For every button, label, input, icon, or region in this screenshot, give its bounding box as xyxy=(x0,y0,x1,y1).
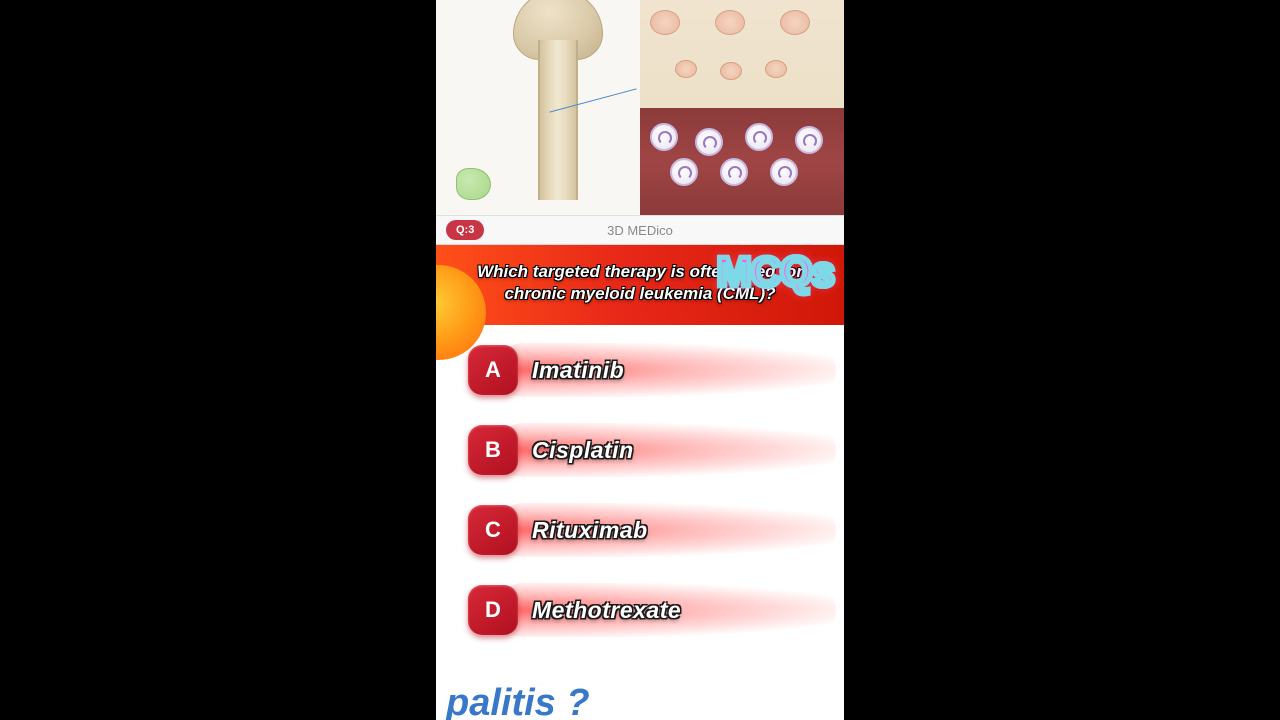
option-a[interactable]: A Imatinib xyxy=(446,341,834,399)
mcqs-overlay-label: MCQs xyxy=(717,248,834,296)
option-badge-a: A xyxy=(468,345,518,395)
option-badge-b: B xyxy=(468,425,518,475)
option-text-d: Methotrexate xyxy=(532,597,681,624)
options-area: A Imatinib B Cisplatin C Rituximab D Met… xyxy=(436,325,844,671)
bone-illustration xyxy=(436,0,640,215)
option-c[interactable]: C Rituximab xyxy=(446,501,834,559)
phone-frame: Q:3 3D MEDico Which targeted therapy is … xyxy=(436,0,844,720)
brand-label: 3D MEDico xyxy=(607,223,673,238)
option-d[interactable]: D Methotrexate xyxy=(446,581,834,639)
option-text-c: Rituximab xyxy=(532,517,648,544)
option-badge-c: C xyxy=(468,505,518,555)
option-badge-d: D xyxy=(468,585,518,635)
medical-illustration xyxy=(436,0,844,215)
option-text-a: Imatinib xyxy=(532,357,624,384)
question-number-badge: Q:3 xyxy=(446,220,484,240)
option-b[interactable]: B Cisplatin xyxy=(446,421,834,479)
status-bar: Q:3 3D MEDico xyxy=(436,215,844,245)
option-text-b: Cisplatin xyxy=(532,437,634,464)
bottom-fragment-text: palitis ? xyxy=(446,682,590,720)
cells-illustration xyxy=(640,0,844,215)
